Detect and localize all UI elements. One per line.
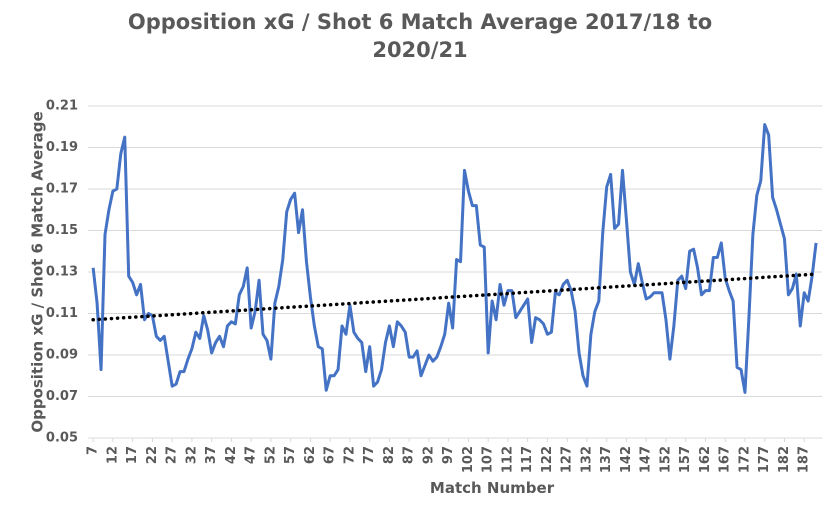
x-tick-label: 152 <box>658 446 673 473</box>
x-tick-label: 57 <box>283 446 298 464</box>
x-tick-label: 7 <box>86 446 101 455</box>
x-tick-label: 22 <box>145 446 160 464</box>
x-tick-label: 82 <box>382 446 397 464</box>
x-tick-label: 67 <box>323 446 338 464</box>
x-tick-label: 107 <box>481 446 496 473</box>
x-tick-label: 77 <box>362 446 377 464</box>
y-tick-label: 0.05 <box>46 431 78 446</box>
x-tick-label: 162 <box>698 446 713 473</box>
x-tick-label: 52 <box>263 446 278 464</box>
x-tick-label: 172 <box>737 446 752 473</box>
y-axis-label: Opposition xG / Shot 6 Match Average <box>29 111 47 432</box>
y-tick-label: 0.15 <box>46 223 78 238</box>
x-tick-label: 97 <box>441 446 456 464</box>
x-tick-label: 142 <box>619 446 634 473</box>
y-tick-label: 0.07 <box>46 389 78 404</box>
x-tick-label: 182 <box>777 446 792 473</box>
y-tick-label: 0.17 <box>46 182 78 197</box>
y-tick-label: 0.21 <box>46 99 78 114</box>
x-tick-label: 102 <box>461 446 476 473</box>
x-tick-label: 27 <box>165 446 180 464</box>
x-tick-label: 92 <box>421 446 436 464</box>
x-tick-label: 87 <box>402 446 417 464</box>
data-line <box>91 123 818 394</box>
x-tick-label: 37 <box>204 446 219 464</box>
x-tick-label: 127 <box>560 446 575 473</box>
x-tick-label: 122 <box>540 446 555 473</box>
y-tick-label: 0.19 <box>46 140 78 155</box>
x-axis-label: Match Number <box>430 479 555 497</box>
x-tick-label: 187 <box>797 446 812 473</box>
x-tick-label: 167 <box>718 446 733 473</box>
x-tick-label: 177 <box>757 446 772 473</box>
x-tick-label: 12 <box>105 446 120 464</box>
x-tick-label: 157 <box>678 446 693 473</box>
x-tick-label: 137 <box>599 446 614 473</box>
x-tick-label: 62 <box>303 446 318 464</box>
x-tick-label: 72 <box>342 446 357 464</box>
y-tick-label: 0.11 <box>46 306 78 321</box>
chart-title: Opposition xG / Shot 6 Match Average 201… <box>127 10 713 62</box>
x-tick-label: 117 <box>520 446 535 473</box>
y-tick-label: 0.09 <box>46 348 78 363</box>
x-tick-label: 17 <box>125 446 140 464</box>
y-tick-label: 0.13 <box>46 265 78 280</box>
x-tick-label: 42 <box>224 446 239 464</box>
x-tick-label: 47 <box>244 446 259 464</box>
x-tick-label: 112 <box>500 446 515 473</box>
x-tick-label: 132 <box>579 446 594 473</box>
trendline <box>91 272 818 322</box>
x-tick-label: 147 <box>639 446 654 473</box>
x-tick-label: 32 <box>184 446 199 464</box>
